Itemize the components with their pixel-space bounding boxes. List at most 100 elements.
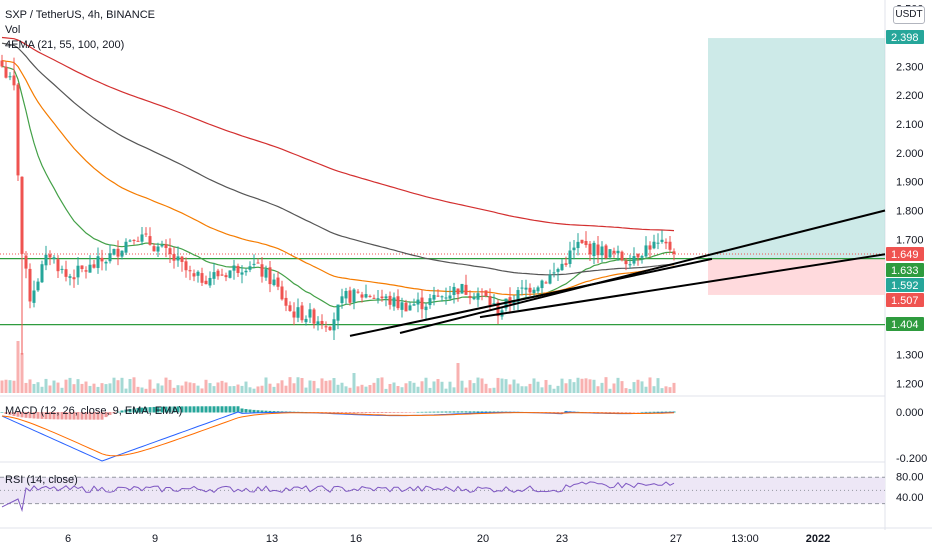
time-tick-label: 23 xyxy=(556,533,568,545)
candle-body xyxy=(112,248,116,255)
volume-bar xyxy=(324,380,328,393)
candle-body xyxy=(456,288,460,295)
volume-bar xyxy=(460,380,464,393)
macd-histogram-bar xyxy=(0,412,4,413)
volume-bar xyxy=(156,383,160,393)
macd-histogram-bar xyxy=(468,411,472,413)
candle-body xyxy=(188,270,192,272)
macd-histogram-bar xyxy=(464,411,468,413)
price-tag-label: 1.404 xyxy=(891,319,919,331)
macd-histogram-bar xyxy=(636,412,640,413)
macd-histogram-bar xyxy=(184,406,188,413)
macd-histogram-bar xyxy=(152,406,156,413)
volume-bar xyxy=(548,384,552,393)
candle-body xyxy=(180,256,184,262)
candle-body xyxy=(268,267,272,285)
candle-body xyxy=(52,257,56,260)
candle-body xyxy=(56,259,60,272)
volume-bar xyxy=(592,379,596,393)
candle-body xyxy=(632,256,636,264)
candle-body xyxy=(444,297,448,299)
macd-histogram-bar xyxy=(448,411,452,413)
candle-body xyxy=(344,291,348,299)
ema-200-line xyxy=(1,36,675,232)
volume-bar xyxy=(540,387,544,393)
volume-bar xyxy=(260,385,264,393)
volume-bar xyxy=(124,388,128,393)
macd-histogram-bar xyxy=(188,406,192,413)
volume-bar xyxy=(328,380,332,393)
currency-button[interactable]: USDT xyxy=(893,6,925,24)
candle-body xyxy=(604,245,608,259)
candle-body xyxy=(460,283,464,294)
candle-body xyxy=(532,289,536,294)
macd-histogram-bar xyxy=(88,412,92,420)
volume-bar xyxy=(12,380,16,393)
candle-body xyxy=(160,244,164,247)
candle-body xyxy=(376,298,380,300)
macd-histogram-bar xyxy=(84,412,88,420)
volume-bar xyxy=(208,383,212,393)
volume-bar xyxy=(344,386,348,393)
candle-body xyxy=(660,239,664,242)
volume-bar xyxy=(32,383,36,393)
candle-body xyxy=(308,309,312,318)
volume-bar xyxy=(648,377,652,393)
volume-legend: Vol xyxy=(5,24,21,36)
macd-histogram-bar xyxy=(644,411,648,413)
candle-body xyxy=(628,264,632,266)
candle-body xyxy=(452,286,456,295)
volume-bar xyxy=(484,383,488,393)
candle-body xyxy=(152,246,156,252)
candle-body xyxy=(184,261,188,271)
volume-bar xyxy=(668,387,672,393)
volume-bar xyxy=(352,373,356,393)
macd-histogram-bar xyxy=(4,412,8,414)
candle-body xyxy=(40,264,44,283)
macd-histogram-bar xyxy=(640,411,644,413)
volume-bar xyxy=(284,385,288,393)
candle-body xyxy=(596,244,600,256)
volume-bar xyxy=(368,385,372,393)
macd-histogram-bar xyxy=(472,411,476,413)
macd-histogram-bar xyxy=(384,412,388,413)
volume-bar xyxy=(572,382,576,393)
macd-histogram-bar xyxy=(452,411,456,413)
candle-body xyxy=(120,250,124,257)
volume-bar xyxy=(608,388,612,393)
volume-bar xyxy=(544,379,548,393)
macd-histogram-bar xyxy=(392,412,396,413)
candle-body xyxy=(600,246,604,256)
volume-bar xyxy=(200,388,204,393)
time-tick-label: 2022 xyxy=(806,533,830,545)
candle-body xyxy=(240,272,244,275)
candle-body xyxy=(216,270,220,277)
macd-histogram-bar xyxy=(44,412,48,420)
candle-body xyxy=(68,276,72,278)
candle-body xyxy=(164,244,168,248)
volume-bar xyxy=(312,380,316,393)
candle-body xyxy=(340,296,344,304)
volume-bar xyxy=(152,388,156,393)
candle-body xyxy=(636,254,640,258)
volume-bar xyxy=(408,381,412,393)
candle-body xyxy=(272,279,276,286)
volume-bar xyxy=(420,381,424,393)
volume-bar xyxy=(100,383,104,393)
price-tick-label: 2.200 xyxy=(896,90,924,102)
candle-body xyxy=(384,296,388,299)
candle-body xyxy=(520,287,524,289)
macd-histogram-bar xyxy=(52,412,56,420)
volume-bar xyxy=(604,377,608,393)
volume-bar xyxy=(56,382,60,393)
macd-histogram-bar xyxy=(56,412,60,420)
volume-bar xyxy=(480,378,484,393)
macd-histogram-bar xyxy=(620,412,624,413)
macd-histogram-bar xyxy=(484,411,488,413)
volume-bar xyxy=(308,380,312,393)
volume-bar xyxy=(300,378,304,393)
price-tick-label: 2.300 xyxy=(896,61,924,73)
volume-bar xyxy=(116,380,120,393)
